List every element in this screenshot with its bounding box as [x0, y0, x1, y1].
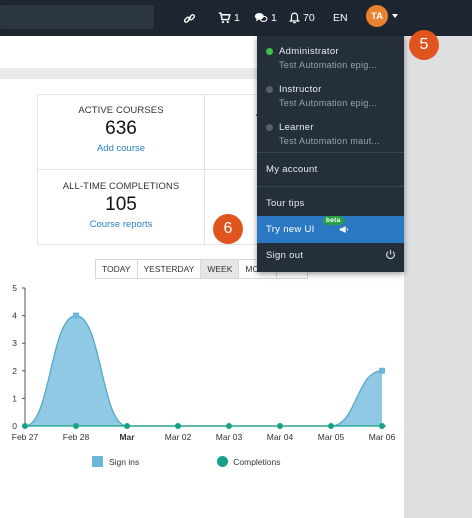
stat-label: ALL-TIME COMPLETIONS [62, 181, 180, 192]
x-tick-label: Mar 05 [318, 432, 345, 442]
range-today[interactable]: TODAY [96, 260, 138, 278]
megaphone-icon [339, 226, 348, 233]
range-week[interactable]: WEEK [201, 260, 240, 278]
search-input[interactable] [0, 5, 154, 29]
completions-point [379, 423, 385, 429]
y-tick-label: 3 [12, 338, 17, 348]
range-yesterday[interactable]: YESTERDAY [138, 260, 202, 278]
user-dropdown-menu: Administrator Test Automation epig... In… [257, 36, 404, 272]
completions-point [328, 423, 334, 429]
stat-label: ACTIVE COURSES [78, 105, 164, 116]
x-tick-label: Mar 02 [165, 432, 192, 442]
cart-icon [218, 12, 231, 24]
language-selector[interactable]: EN [333, 0, 348, 36]
sign-ins-area [25, 315, 382, 426]
completions-point [22, 423, 28, 429]
role-name: Instructor [279, 84, 322, 95]
role-learner[interactable]: Learner Test Automation maut... [266, 122, 380, 146]
stat-value: 105 [105, 194, 137, 215]
y-tick-label: 2 [12, 366, 17, 376]
divider [257, 152, 404, 153]
divider [257, 186, 404, 187]
course-reports-link[interactable]: Course reports [89, 219, 153, 230]
completions-point [175, 423, 181, 429]
divider [38, 169, 262, 170]
sign-ins-point [73, 312, 79, 319]
add-course-link[interactable]: Add course [96, 143, 146, 154]
completions-point [73, 423, 79, 429]
role-name: Learner [279, 122, 314, 133]
date-range-selector: TODAY YESTERDAY WEEK MONT [95, 259, 309, 279]
notifications-count: 70 [303, 12, 315, 24]
tour-tips-item[interactable]: Tour tips [266, 198, 305, 209]
bell-icon [289, 12, 300, 24]
try-new-ui-row[interactable]: Try new UI beta [266, 216, 349, 235]
x-tick-label: Mar 03 [216, 432, 243, 442]
x-tick-label: Mar 04 [267, 432, 294, 442]
page-header-strip [0, 68, 404, 79]
role-administrator[interactable]: Administrator Test Automation epig... [266, 46, 377, 70]
completions-point [277, 423, 283, 429]
language-label: EN [333, 12, 348, 24]
chat-icon [254, 13, 268, 22]
role-name: Administrator [279, 46, 339, 57]
beta-badge: beta [323, 216, 344, 225]
power-icon[interactable] [385, 249, 396, 260]
y-tick-label: 5 [12, 283, 17, 293]
top-navigation-bar: 1 1 70 EN TA [0, 0, 472, 36]
messages-button[interactable]: 1 [254, 0, 277, 36]
stat-value: 636 [105, 118, 137, 139]
cart-button[interactable]: 1 [218, 0, 240, 36]
role-instructor[interactable]: Instructor Test Automation epig... [266, 84, 377, 108]
role-branch: Test Automation epig... [279, 60, 377, 70]
chevron-down-icon[interactable] [392, 14, 398, 18]
messages-count: 1 [271, 12, 277, 24]
link-icon[interactable] [183, 0, 196, 36]
stat-active-courses: ACTIVE COURSES 636 Add course [38, 105, 204, 154]
try-new-ui-label: Try new UI [266, 224, 315, 235]
legend-swatch-sign-ins [92, 456, 103, 467]
status-dot-icon [266, 86, 273, 93]
activity-chart: 0 1 2 3 4 5 Feb 27 Feb 28 Mar Mar 02 Mar 03 Mar 04 M… [12, 283, 396, 442]
cart-count: 1 [234, 12, 240, 24]
y-tick-label: 4 [12, 311, 17, 321]
step-callout-5: 5 [409, 30, 439, 60]
completions-point [226, 423, 232, 429]
status-dot-icon [266, 48, 273, 55]
x-tick-label: Feb 27 [12, 432, 39, 442]
x-tick-label: Feb 28 [63, 432, 90, 442]
sign-ins-point [379, 367, 385, 374]
y-tick-label: 0 [12, 421, 17, 431]
x-tick-label: Mar [119, 432, 135, 442]
role-branch: Test Automation maut... [279, 136, 380, 146]
completions-point [124, 423, 130, 429]
user-avatar[interactable]: TA [366, 5, 388, 27]
legend-label-sign-ins[interactable]: Sign ins [109, 456, 140, 467]
divider [204, 95, 205, 246]
my-account-item[interactable]: My account [266, 164, 318, 175]
y-tick-label: 1 [12, 393, 17, 403]
role-branch: Test Automation epig... [279, 98, 377, 108]
status-dot-icon [266, 124, 273, 131]
chart-legend: Sign ins Completions [92, 456, 281, 467]
sign-out-item[interactable]: Sign out [266, 250, 304, 261]
x-tick-label: Mar 06 [369, 432, 396, 442]
legend-label-completions[interactable]: Completions [233, 456, 281, 467]
stat-completions: ALL-TIME COMPLETIONS 105 Course reports [38, 181, 204, 230]
notifications-button[interactable]: 70 [289, 0, 315, 36]
step-callout-6: 6 [213, 214, 243, 244]
legend-swatch-completions [217, 456, 229, 467]
right-gutter [404, 36, 472, 518]
